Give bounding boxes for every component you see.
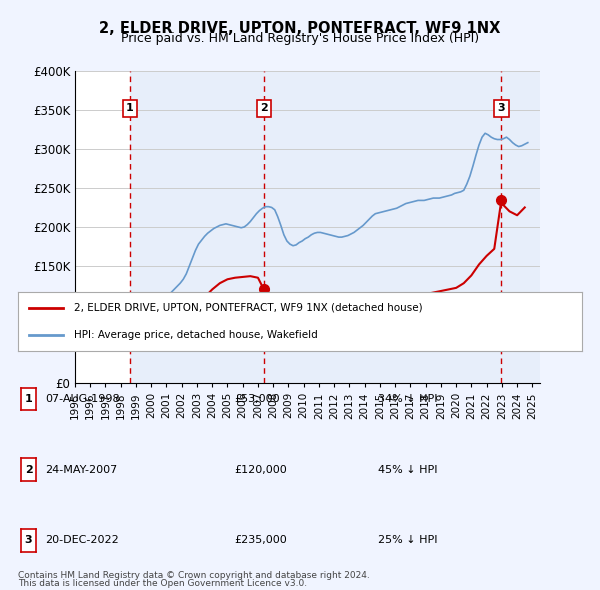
Text: 34% ↓ HPI: 34% ↓ HPI — [378, 394, 437, 404]
Text: £53,000: £53,000 — [234, 394, 280, 404]
Bar — [130, 71, 264, 383]
Text: 3: 3 — [25, 536, 32, 545]
Text: Price paid vs. HM Land Registry's House Price Index (HPI): Price paid vs. HM Land Registry's House … — [121, 32, 479, 45]
Text: £120,000: £120,000 — [234, 465, 287, 474]
Text: 2, ELDER DRIVE, UPTON, PONTEFRACT, WF9 1NX: 2, ELDER DRIVE, UPTON, PONTEFRACT, WF9 1… — [100, 21, 500, 35]
Text: 2: 2 — [25, 465, 32, 474]
Text: HPI: Average price, detached house, Wakefield: HPI: Average price, detached house, Wake… — [74, 330, 318, 340]
Text: 3: 3 — [497, 103, 505, 113]
Text: 24-MAY-2007: 24-MAY-2007 — [45, 465, 117, 474]
Bar — [264, 71, 502, 383]
Text: 1: 1 — [126, 103, 134, 113]
Text: 25% ↓ HPI: 25% ↓ HPI — [378, 536, 437, 545]
Text: £235,000: £235,000 — [234, 536, 287, 545]
Text: 45% ↓ HPI: 45% ↓ HPI — [378, 465, 437, 474]
Text: 20-DEC-2022: 20-DEC-2022 — [45, 536, 119, 545]
Text: 07-AUG-1998: 07-AUG-1998 — [45, 394, 119, 404]
Text: 2: 2 — [260, 103, 268, 113]
Text: 1: 1 — [25, 394, 32, 404]
Text: Contains HM Land Registry data © Crown copyright and database right 2024.: Contains HM Land Registry data © Crown c… — [18, 571, 370, 580]
Bar — [502, 71, 540, 383]
Text: 2, ELDER DRIVE, UPTON, PONTEFRACT, WF9 1NX (detached house): 2, ELDER DRIVE, UPTON, PONTEFRACT, WF9 1… — [74, 303, 423, 313]
Text: This data is licensed under the Open Government Licence v3.0.: This data is licensed under the Open Gov… — [18, 579, 307, 588]
